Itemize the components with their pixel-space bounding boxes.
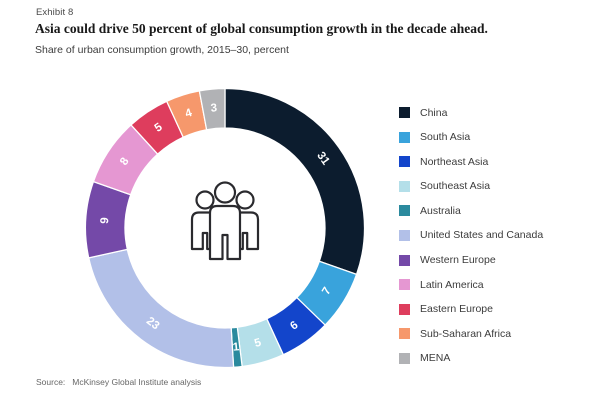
- legend-label: MENA: [420, 352, 451, 365]
- legend-swatch-icon: [399, 180, 410, 192]
- legend-item-northeast-asia: Northeast Asia: [399, 155, 543, 168]
- legend-item-australia: Australia: [399, 204, 543, 217]
- source-label: Source:: [36, 377, 66, 387]
- legend-label: Southeast Asia: [420, 180, 491, 193]
- legend-label: China: [420, 106, 448, 119]
- legend-item-mena: MENA: [399, 352, 543, 365]
- legend-label: Eastern Europe: [420, 303, 493, 316]
- donut-segment-united-states-and-canada: [87, 248, 235, 369]
- legend-item-eastern-europe: Eastern Europe: [399, 303, 543, 316]
- legend-item-china: China: [399, 106, 543, 119]
- legend-swatch-icon: [399, 303, 410, 315]
- legend-label: Western Europe: [420, 254, 496, 267]
- donut-segment-mena: [198, 87, 226, 131]
- legend-swatch-icon: [399, 254, 410, 266]
- people-group-icon: [190, 181, 260, 261]
- chart-subtitle: Share of urban consumption growth, 2015–…: [35, 44, 289, 56]
- legend: China South Asia Northeast Asia Southeast A…: [399, 107, 543, 364]
- segment-value-label: 3: [210, 102, 217, 115]
- legend-swatch-icon: [399, 352, 410, 364]
- legend-label: Latin America: [420, 278, 484, 291]
- legend-swatch-icon: [399, 328, 410, 340]
- legend-item-southeast-asia: Southeast Asia: [399, 180, 543, 193]
- exhibit-number: Exhibit 8: [36, 7, 74, 18]
- legend-swatch-icon: [399, 107, 410, 118]
- legend-swatch-icon: [399, 279, 410, 291]
- legend-label: Sub-Saharan Africa: [420, 327, 512, 340]
- segment-value-label: 4: [184, 107, 194, 121]
- legend-swatch-icon: [399, 131, 410, 143]
- segment-value-label: 7: [320, 285, 334, 297]
- segment-value-label: 9: [99, 217, 111, 224]
- legend-swatch-icon: [399, 156, 410, 168]
- segment-value-label: 1: [232, 341, 240, 354]
- source-text: McKinsey Global Institute analysis: [72, 377, 202, 387]
- page-title: Asia could drive 50 percent of global co…: [35, 21, 488, 36]
- legend-swatch-icon: [399, 229, 410, 241]
- legend-item-sub-saharan-africa: Sub-Saharan Africa: [399, 327, 543, 340]
- legend-swatch-icon: [399, 205, 410, 217]
- donut-segment-china: [224, 87, 366, 276]
- legend-label: Northeast Asia: [420, 155, 489, 168]
- legend-item-latin-america: Latin America: [399, 278, 543, 291]
- source-line: Source: McKinsey Global Institute analysi…: [36, 377, 201, 387]
- donut-chart: 31 7 6 5 1 23 9 8 5 4 3: [74, 77, 376, 379]
- legend-item-western-europe: Western Europe: [399, 254, 543, 267]
- legend-label: South Asia: [420, 131, 471, 144]
- legend-item-south-asia: South Asia: [399, 131, 543, 144]
- legend-label: United States and Canada: [420, 229, 544, 242]
- segment-value-label: 5: [253, 337, 263, 350]
- legend-item-united-states-and-canada: United States and Canada: [399, 229, 544, 242]
- legend-label: Australia: [420, 204, 461, 217]
